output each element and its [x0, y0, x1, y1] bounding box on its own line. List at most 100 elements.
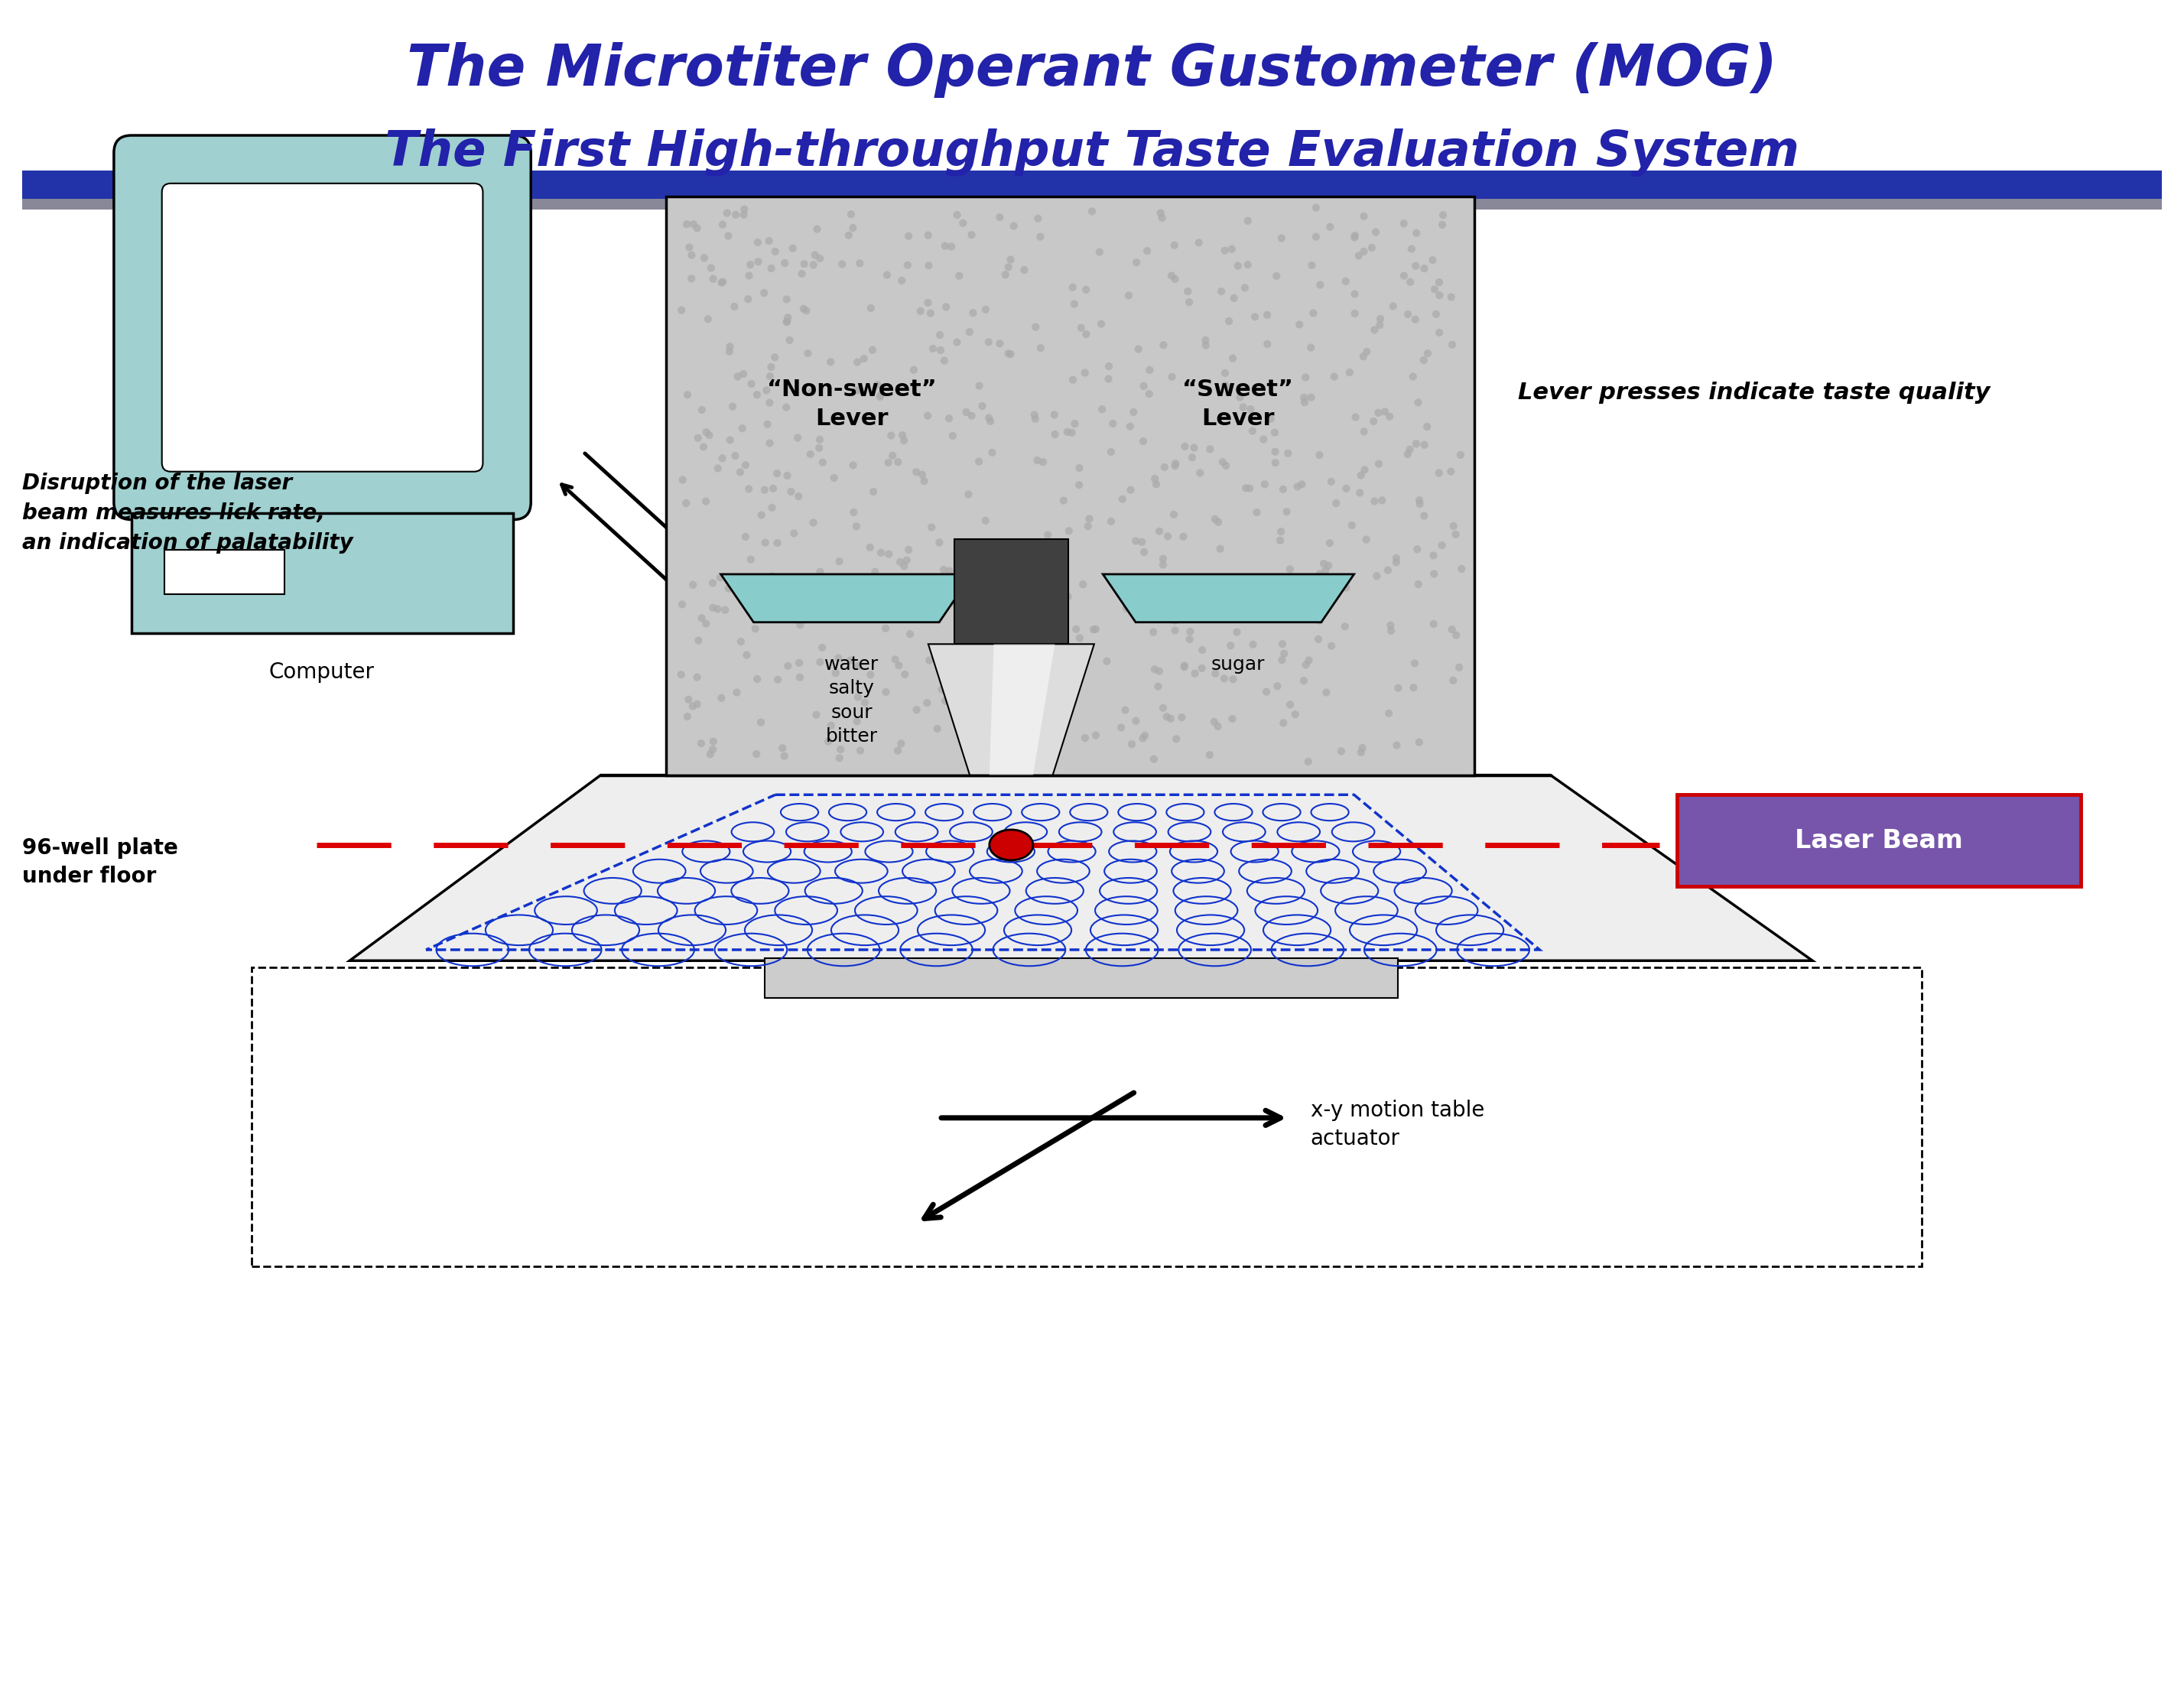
Circle shape	[1452, 531, 1459, 538]
Circle shape	[716, 574, 725, 581]
Text: Both Taste Quality and Palatability: Both Taste Quality and Palatability	[780, 261, 1404, 293]
Circle shape	[1439, 211, 1448, 220]
Circle shape	[1171, 460, 1179, 467]
Circle shape	[1282, 507, 1291, 516]
Circle shape	[767, 264, 775, 272]
Circle shape	[1081, 734, 1090, 743]
Circle shape	[758, 719, 764, 725]
Circle shape	[1278, 528, 1284, 535]
Circle shape	[1070, 300, 1079, 308]
Circle shape	[1358, 353, 1367, 361]
Circle shape	[784, 317, 791, 325]
Circle shape	[1171, 615, 1177, 623]
Circle shape	[1393, 685, 1402, 691]
Circle shape	[740, 206, 749, 213]
Circle shape	[1212, 516, 1219, 523]
Circle shape	[850, 507, 858, 516]
Circle shape	[1435, 278, 1444, 286]
Circle shape	[1415, 399, 1422, 407]
Circle shape	[782, 318, 791, 325]
Circle shape	[686, 244, 692, 252]
Circle shape	[705, 751, 714, 758]
Circle shape	[1033, 215, 1042, 223]
Circle shape	[830, 473, 839, 482]
Circle shape	[913, 468, 919, 475]
Circle shape	[968, 553, 976, 562]
Circle shape	[1160, 555, 1166, 562]
Circle shape	[1164, 533, 1171, 540]
Circle shape	[924, 412, 933, 419]
Circle shape	[1197, 468, 1203, 477]
Circle shape	[1280, 485, 1286, 494]
Circle shape	[714, 465, 721, 472]
Circle shape	[784, 313, 793, 322]
Bar	[131, 513, 513, 634]
Text: Lever presses indicate taste quality: Lever presses indicate taste quality	[1518, 381, 1990, 404]
Circle shape	[1083, 523, 1092, 530]
Circle shape	[1070, 421, 1079, 427]
Circle shape	[946, 414, 952, 422]
Circle shape	[799, 305, 808, 313]
Circle shape	[885, 458, 893, 467]
Circle shape	[810, 250, 819, 259]
Bar	[954, 540, 1068, 644]
Circle shape	[1199, 664, 1206, 673]
Circle shape	[957, 596, 963, 605]
Circle shape	[1037, 233, 1044, 240]
Circle shape	[1171, 511, 1177, 518]
Circle shape	[1424, 349, 1433, 358]
Circle shape	[1313, 233, 1319, 240]
Circle shape	[832, 669, 839, 678]
Circle shape	[1367, 244, 1376, 252]
Circle shape	[937, 330, 943, 339]
Circle shape	[1020, 266, 1029, 274]
Circle shape	[1151, 754, 1158, 763]
Circle shape	[950, 695, 957, 703]
Circle shape	[1044, 531, 1053, 538]
Circle shape	[1002, 547, 1011, 555]
Circle shape	[924, 262, 933, 269]
Circle shape	[1420, 356, 1428, 364]
Circle shape	[784, 472, 791, 480]
Circle shape	[1361, 465, 1369, 473]
Circle shape	[767, 363, 775, 371]
Circle shape	[760, 485, 769, 494]
Circle shape	[1420, 441, 1428, 450]
Circle shape	[906, 630, 913, 639]
Circle shape	[867, 671, 874, 678]
Circle shape	[854, 358, 860, 366]
Circle shape	[1064, 593, 1072, 601]
Circle shape	[1092, 731, 1101, 739]
Circle shape	[850, 225, 856, 232]
Circle shape	[1033, 456, 1042, 465]
Circle shape	[1361, 247, 1367, 255]
Circle shape	[1186, 298, 1192, 307]
Circle shape	[1221, 247, 1230, 254]
Circle shape	[1046, 705, 1055, 714]
Circle shape	[1147, 366, 1153, 375]
Circle shape	[1350, 233, 1358, 242]
Polygon shape	[721, 574, 972, 622]
Circle shape	[1107, 448, 1114, 456]
Circle shape	[773, 470, 782, 477]
Circle shape	[1243, 484, 1249, 492]
Circle shape	[985, 414, 994, 422]
Circle shape	[1374, 572, 1380, 581]
Circle shape	[1278, 656, 1286, 664]
Circle shape	[1214, 722, 1221, 731]
Circle shape	[1241, 284, 1249, 291]
Circle shape	[1299, 676, 1308, 685]
Circle shape	[1400, 220, 1409, 228]
Text: “Sweet”
Lever: “Sweet” Lever	[1182, 378, 1295, 429]
Circle shape	[917, 579, 926, 588]
Circle shape	[1376, 322, 1385, 329]
Circle shape	[725, 584, 732, 593]
Circle shape	[797, 269, 806, 278]
Circle shape	[935, 538, 943, 547]
Circle shape	[1013, 690, 1020, 697]
Circle shape	[1328, 642, 1334, 651]
Circle shape	[1092, 625, 1101, 634]
Circle shape	[1118, 496, 1127, 502]
Circle shape	[985, 339, 992, 346]
Bar	[164, 550, 284, 594]
